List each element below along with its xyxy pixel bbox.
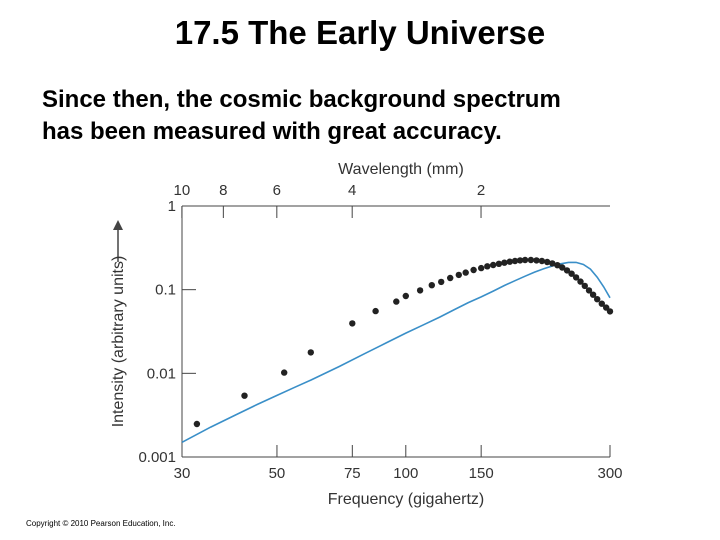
axes-group: [113, 205, 611, 458]
data-point-19: [501, 259, 508, 266]
y-axis-title: Intensity (arbitrary units): [110, 256, 127, 428]
y-tick-label-2: 0.1: [155, 282, 176, 299]
data-point-26: [538, 257, 546, 265]
data-point-35: [581, 282, 588, 290]
data-point-30: [559, 264, 566, 271]
data-point-5: [372, 307, 379, 315]
x-tick-label-3: 100: [393, 465, 418, 482]
x-tick-label-5: 300: [597, 465, 622, 482]
data-point-28: [549, 260, 556, 267]
points-group: [193, 256, 614, 428]
top-axis-title: Wavelength (mm): [338, 161, 464, 178]
blackbody-curve: [181, 261, 611, 444]
copyright-notice: Copyright © 2010 Pearson Education, Inc.: [26, 519, 176, 528]
subtitle-line-2: has been measured with great accuracy.: [42, 118, 502, 145]
data-point-6: [393, 298, 400, 305]
data-point-3: [307, 349, 314, 356]
data-point-39: [598, 300, 605, 307]
top-tick-label-2: 6: [273, 182, 281, 199]
slide-subtitle: Since then, the cosmic background spectr…: [42, 84, 682, 148]
data-point-24: [527, 256, 535, 264]
data-point-11: [447, 274, 454, 282]
data-point-32: [568, 270, 575, 277]
x-tick-label-0: 30: [174, 465, 191, 482]
data-point-4: [349, 320, 356, 327]
data-point-38: [594, 296, 601, 303]
top-tick-label-4: 2: [477, 182, 485, 199]
data-point-20: [506, 258, 513, 265]
data-point-8: [416, 287, 424, 294]
data-point-9: [428, 282, 435, 289]
y-axis-arrow-head: [113, 220, 123, 230]
data-point-7: [402, 292, 409, 300]
y-tick-label-1: 0.01: [147, 365, 176, 382]
subtitle-line-1: Since then, the cosmic background spectr…: [42, 86, 561, 113]
data-point-2: [281, 369, 288, 376]
x-axis-title: Frequency (gigahertz): [328, 491, 485, 508]
data-point-13: [462, 269, 469, 276]
data-point-37: [589, 291, 597, 298]
data-point-0: [193, 420, 201, 428]
data-point-12: [455, 271, 462, 279]
x-tick-label-2: 75: [344, 465, 361, 482]
data-point-25: [533, 257, 540, 264]
data-point-23: [521, 256, 529, 264]
data-point-31: [563, 267, 571, 274]
data-point-14: [470, 266, 477, 274]
data-point-17: [490, 261, 497, 269]
labels-group: 0.001 0.01 0.1 1 30 50 75 100 150 300 10 8 6 4 2 Freque…: [110, 161, 623, 508]
data-point-21: [511, 257, 519, 265]
x-tick-label-4: 150: [469, 465, 494, 482]
data-point-41: [606, 308, 614, 315]
top-tick-label-3: 4: [348, 182, 356, 199]
data-point-15: [478, 264, 485, 272]
data-point-16: [484, 263, 491, 270]
data-point-33: [572, 274, 580, 281]
y-tick-label-3: 1: [168, 198, 176, 215]
data-point-18: [495, 260, 503, 267]
data-point-27: [544, 258, 551, 266]
data-point-34: [577, 278, 584, 285]
data-point-29: [554, 262, 561, 269]
data-point-1: [241, 392, 248, 399]
data-point-36: [585, 287, 593, 294]
y-tick-label-0: 0.001: [138, 449, 176, 466]
data-point-22: [516, 257, 524, 264]
x-tick-label-1: 50: [269, 465, 286, 482]
curve-group: [181, 261, 611, 444]
top-tick-label-1: 8: [219, 182, 227, 199]
slide-title: 17.5 The Early Universe: [174, 14, 546, 51]
data-point-10: [438, 278, 445, 286]
top-tick-label-0: 10: [174, 182, 191, 199]
